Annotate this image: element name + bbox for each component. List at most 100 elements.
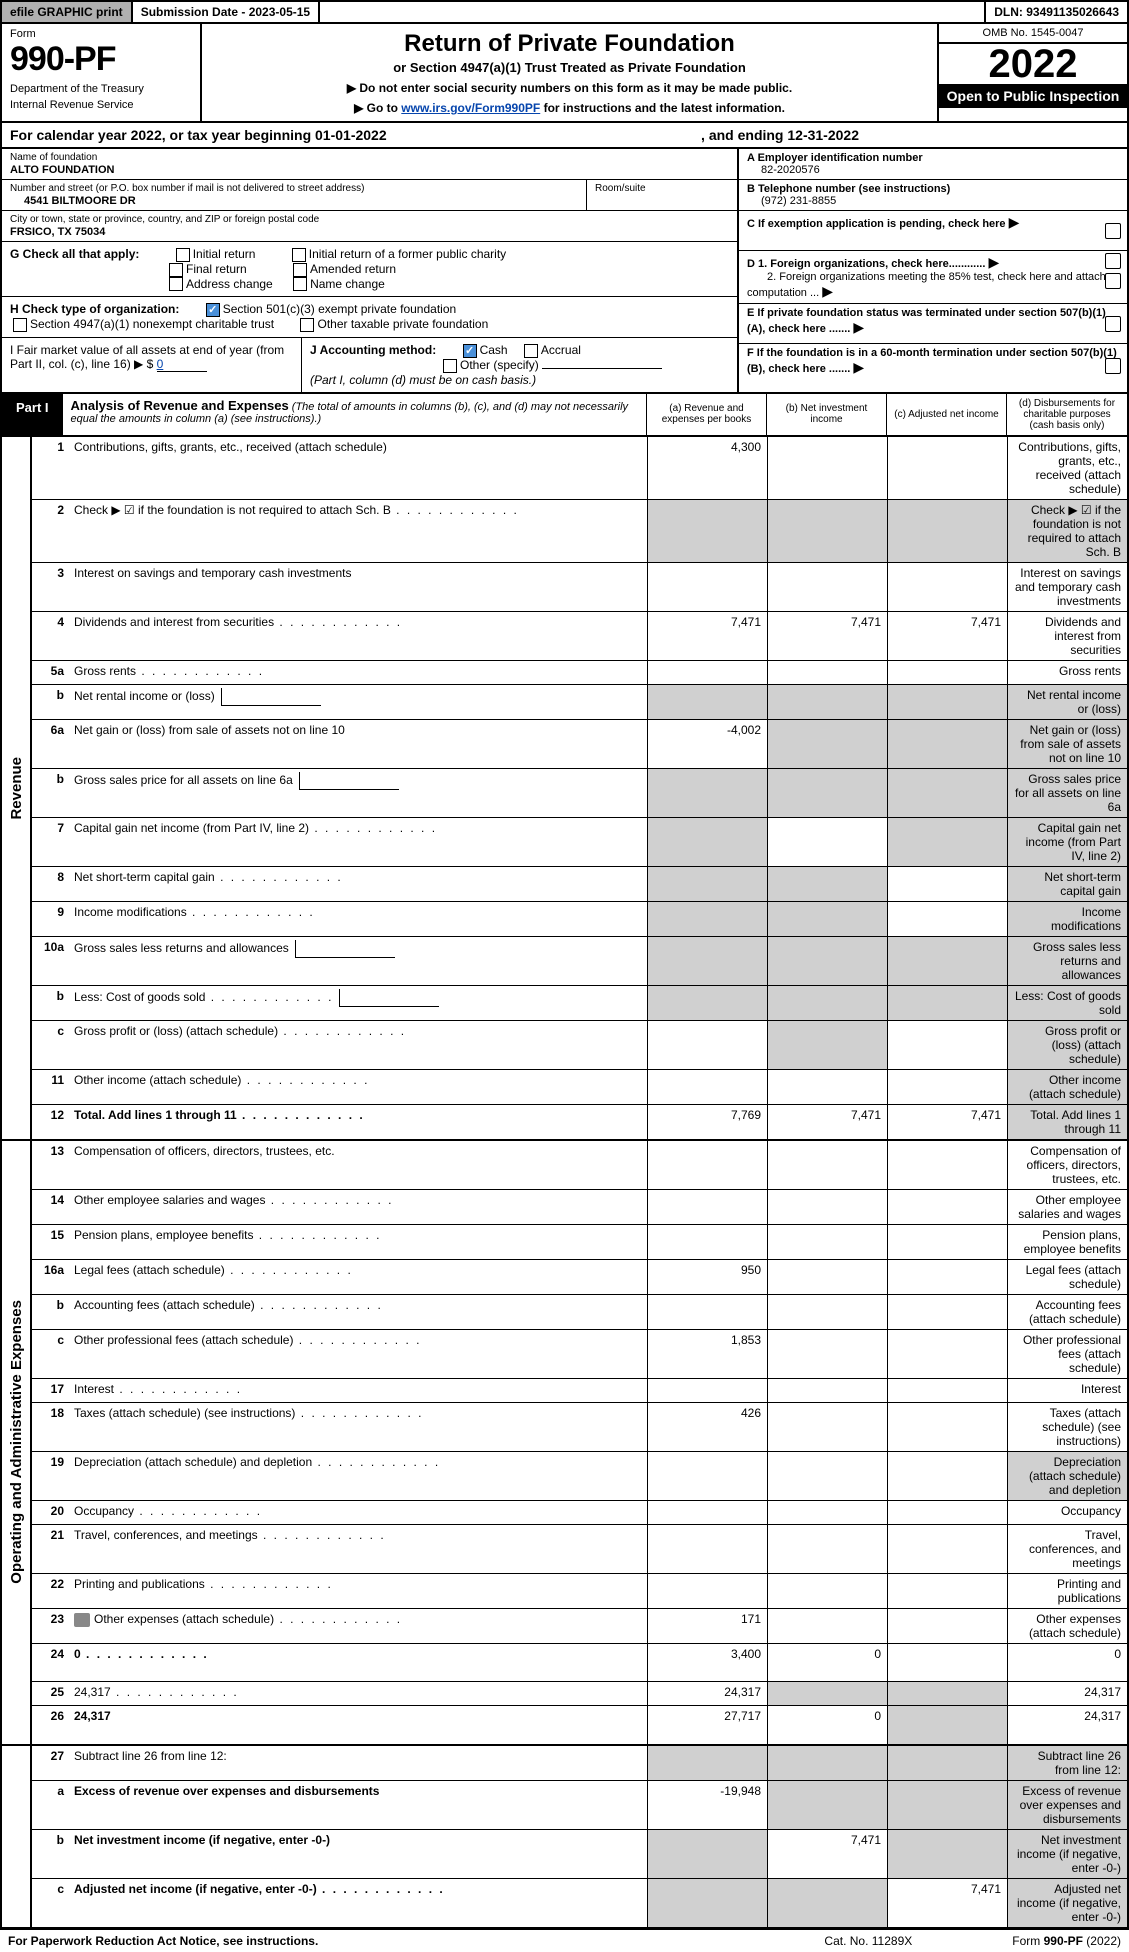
section-ij: I Fair market value of all assets at end… xyxy=(2,338,737,392)
form-title: Return of Private Foundation xyxy=(210,30,929,58)
part-label: Part I xyxy=(2,394,63,435)
line-b: bAccounting fees (attach schedule)Accoun… xyxy=(32,1295,1127,1330)
line-5a: 5aGross rentsGross rents xyxy=(32,661,1127,685)
fmv-value[interactable]: 0 xyxy=(157,357,207,372)
cash-checkbox[interactable] xyxy=(463,344,477,358)
line-4: 4Dividends and interest from securities7… xyxy=(32,612,1127,661)
cat-no: Cat. No. 11289X xyxy=(824,1934,912,1948)
line-24: 2403,40000 xyxy=(32,1644,1127,1682)
d2-checkbox[interactable] xyxy=(1105,273,1121,289)
col-c: (c) Adjusted net income xyxy=(887,394,1007,435)
line-25: 2524,31724,31724,317 xyxy=(32,1682,1127,1706)
line-6a: 6aNet gain or (loss) from sale of assets… xyxy=(32,720,1127,769)
line-11: 11Other income (attach schedule)Other in… xyxy=(32,1070,1127,1105)
final-return-checkbox[interactable] xyxy=(169,263,183,277)
part1-header: Part I Analysis of Revenue and Expenses … xyxy=(0,394,1129,437)
tax-year: 2022 xyxy=(939,44,1127,84)
accrual-checkbox[interactable] xyxy=(524,344,538,358)
calendar-year: For calendar year 2022, or tax year begi… xyxy=(0,123,1129,149)
section-d: D 1. Foreign organizations, check here..… xyxy=(739,251,1127,304)
line-27: 27Subtract line 26 from line 12:Subtract… xyxy=(32,1746,1127,1781)
revenue-side-label: Revenue xyxy=(8,757,25,820)
section-c: C If exemption application is pending, c… xyxy=(739,211,1127,251)
d1-checkbox[interactable] xyxy=(1105,253,1121,269)
line-10a: 10aGross sales less returns and allowanc… xyxy=(32,937,1127,986)
line-13: 13Compensation of officers, directors, t… xyxy=(32,1141,1127,1190)
line-1: 1Contributions, gifts, grants, etc., rec… xyxy=(32,437,1127,500)
expense-side-label: Operating and Administrative Expenses xyxy=(8,1300,25,1584)
note1: ▶ Do not enter social security numbers o… xyxy=(210,81,929,95)
footer: For Paperwork Reduction Act Notice, see … xyxy=(0,1929,1129,1952)
line-15: 15Pension plans, employee benefitsPensio… xyxy=(32,1225,1127,1260)
line-26: 2624,31727,717024,317 xyxy=(32,1706,1127,1744)
line-7: 7Capital gain net income (from Part IV, … xyxy=(32,818,1127,867)
line-c: cAdjusted net income (if negative, enter… xyxy=(32,1879,1127,1927)
submission-date: Submission Date - 2023-05-15 xyxy=(133,2,320,22)
ein: 82-2020576 xyxy=(761,164,820,176)
line-20: 20OccupancyOccupancy xyxy=(32,1501,1127,1525)
section-g: G Check all that apply: Initial return I… xyxy=(2,242,737,297)
form-label: Form xyxy=(10,28,192,40)
initial-return-checkbox[interactable] xyxy=(176,248,190,262)
suite-label: Room/suite xyxy=(595,183,729,194)
irs-link[interactable]: www.irs.gov/Form990PF xyxy=(401,101,540,115)
form-header: Form 990-PF Department of the Treasury I… xyxy=(0,24,1129,123)
line-c: cGross profit or (loss) (attach schedule… xyxy=(32,1021,1127,1070)
line-b: bGross sales price for all assets on lin… xyxy=(32,769,1127,818)
other-taxable-checkbox[interactable] xyxy=(300,318,314,332)
city: FRSICO, TX 75034 xyxy=(10,226,729,238)
initial-public-checkbox[interactable] xyxy=(292,248,306,262)
line-21: 21Travel, conferences, and meetingsTrave… xyxy=(32,1525,1127,1574)
line-14: 14Other employee salaries and wagesOther… xyxy=(32,1190,1127,1225)
efile-label[interactable]: efile GRAPHIC print xyxy=(2,2,133,22)
line-b: bNet rental income or (loss)Net rental i… xyxy=(32,685,1127,720)
net-table: 27Subtract line 26 from line 12:Subtract… xyxy=(0,1746,1129,1929)
top-bar: efile GRAPHIC print Submission Date - 20… xyxy=(0,0,1129,24)
section-h: H Check type of organization: Section 50… xyxy=(2,297,737,338)
info-section: Name of foundation ALTO FOUNDATION Numbe… xyxy=(0,149,1129,394)
line-9: 9Income modificationsIncome modification… xyxy=(32,902,1127,937)
address-change-checkbox[interactable] xyxy=(169,277,183,291)
col-a: (a) Revenue and expenses per books xyxy=(647,394,767,435)
attachment-icon[interactable] xyxy=(74,1613,90,1627)
amended-checkbox[interactable] xyxy=(293,263,307,277)
line-2: 2Check ▶ ☑ if the foundation is not requ… xyxy=(32,500,1127,563)
col-b: (b) Net investment income xyxy=(767,394,887,435)
form-ref: Form 990-PF (2022) xyxy=(1012,1934,1121,1948)
revenue-table: Revenue 1Contributions, gifts, grants, e… xyxy=(0,437,1129,1141)
address-row: Number and street (or P.O. box number if… xyxy=(2,180,737,211)
paperwork-notice: For Paperwork Reduction Act Notice, see … xyxy=(8,1934,318,1948)
omb: OMB No. 1545-0047 xyxy=(939,24,1127,44)
ein-cell: A Employer identification number 82-2020… xyxy=(739,149,1127,180)
line-b: bLess: Cost of goods soldLess: Cost of g… xyxy=(32,986,1127,1021)
arrow-icon: ▶ xyxy=(1009,214,1020,230)
section-f: F If the foundation is in a 60-month ter… xyxy=(739,344,1127,388)
section-e: E If private foundation status was termi… xyxy=(739,304,1127,344)
line-3: 3Interest on savings and temporary cash … xyxy=(32,563,1127,612)
form-subtitle: or Section 4947(a)(1) Trust Treated as P… xyxy=(210,60,929,75)
line-22: 22Printing and publicationsPrinting and … xyxy=(32,1574,1127,1609)
line-19: 19Depreciation (attach schedule) and dep… xyxy=(32,1452,1127,1501)
irs: Internal Revenue Service xyxy=(10,99,192,111)
other-method-checkbox[interactable] xyxy=(443,359,457,373)
name-change-checkbox[interactable] xyxy=(293,277,307,291)
dln: DLN: 93491135026643 xyxy=(984,2,1127,22)
phone-cell: B Telephone number (see instructions) (9… xyxy=(739,180,1127,211)
501c3-checkbox[interactable] xyxy=(206,303,220,317)
line-17: 17InterestInterest xyxy=(32,1379,1127,1403)
line-18: 18Taxes (attach schedule) (see instructi… xyxy=(32,1403,1127,1452)
dept: Department of the Treasury xyxy=(10,83,192,95)
foundation-name-cell: Name of foundation ALTO FOUNDATION xyxy=(2,149,737,180)
line-12: 12Total. Add lines 1 through 117,7697,47… xyxy=(32,1105,1127,1139)
form-number: 990-PF xyxy=(10,40,192,79)
phone: (972) 231-8855 xyxy=(761,195,836,207)
e-checkbox[interactable] xyxy=(1105,316,1121,332)
address: 4541 BILTMOORE DR xyxy=(24,195,578,207)
line-16a: 16aLegal fees (attach schedule)950Legal … xyxy=(32,1260,1127,1295)
line-a: aExcess of revenue over expenses and dis… xyxy=(32,1781,1127,1830)
f-checkbox[interactable] xyxy=(1105,358,1121,374)
open-inspection: Open to Public Inspection xyxy=(939,84,1127,108)
note2: ▶ Go to www.irs.gov/Form990PF for instru… xyxy=(210,101,929,115)
pending-checkbox[interactable] xyxy=(1105,223,1121,239)
4947-checkbox[interactable] xyxy=(13,318,27,332)
